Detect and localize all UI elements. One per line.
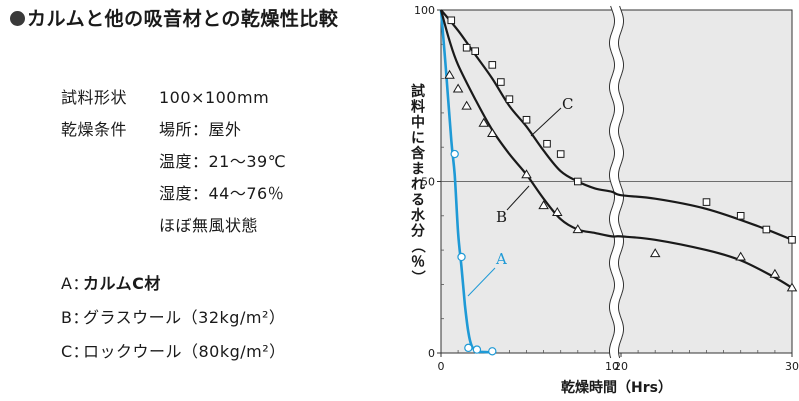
legend-key: B：: [61, 308, 89, 327]
series-label-b: B: [496, 208, 507, 226]
y-axis-title-char: ％: [411, 255, 425, 271]
data-point-b: [444, 69, 455, 79]
condition-value: 100×100mm: [159, 88, 270, 107]
axis-break-gap: [609, 6, 624, 358]
series-line-c: [440, 9, 793, 241]
y-axis-title-char: ま: [411, 162, 425, 178]
legend-text: グラスウール（32kg/m²）: [83, 308, 286, 327]
data-point-c: [762, 225, 771, 234]
data-point-b: [478, 117, 490, 127]
data-point-b: [521, 169, 532, 179]
condition-row: 温度：21〜39℃: [61, 148, 286, 172]
y-axis-title-char: 試: [411, 83, 425, 100]
y-tick-label: 0: [428, 347, 435, 360]
data-point-b: [552, 206, 563, 216]
data-point-a: [488, 347, 497, 356]
data-point-c: [471, 47, 479, 55]
data-point-a: [457, 252, 466, 262]
data-point-b: [452, 83, 464, 93]
data-point-b: [786, 282, 798, 292]
legend-item-b: B：グラスウール（32kg/m²）: [61, 304, 285, 328]
series-label-b-leader: [506, 185, 530, 211]
y-tick-label: 100: [414, 4, 435, 17]
x-tick-label: 30: [785, 360, 799, 373]
data-point-a: [450, 149, 459, 159]
y-axis-title-char: 分: [411, 224, 425, 240]
y-axis-title-char: 中: [411, 114, 425, 131]
data-point-c: [462, 43, 471, 52]
data-point-c: [788, 236, 796, 244]
data-point-b: [649, 248, 661, 258]
series-label-c: C: [562, 95, 573, 113]
condition-label: 試料形状: [61, 88, 128, 107]
data-point-c: [522, 115, 531, 124]
legend-key: A：: [61, 274, 89, 293]
y-axis-title-char: ）: [409, 270, 425, 284]
condition-value: 温度：21〜39℃: [159, 152, 287, 171]
x-tick-label: 10: [605, 360, 619, 373]
axis-break-right-wave: [618, 5, 624, 359]
condition-value: 湿度：44〜76％: [159, 184, 285, 203]
legend-item-a: A：カルムC材: [61, 270, 161, 294]
condition-value: ほぼ無風状態: [159, 216, 259, 235]
x-axis-title: 乾燥時間（Hrs）: [561, 379, 672, 396]
series-line-b: [439, 9, 793, 289]
bullet-icon: [10, 11, 25, 26]
data-point-b: [487, 128, 498, 138]
y-tick-label: 50: [421, 176, 435, 189]
condition-row: 湿度：44〜76％: [61, 180, 284, 204]
data-point-b: [572, 224, 584, 234]
data-point-c: [447, 16, 456, 25]
legend-text: ロックウール（80kg/m²）: [83, 342, 286, 361]
data-point-a: [464, 343, 473, 353]
condition-value: 場所：屋外: [159, 120, 242, 139]
series-label-a-leader: [467, 267, 496, 297]
condition-label: 乾燥条件: [61, 120, 128, 139]
data-point-c: [497, 78, 505, 86]
y-axis-title-char: 含: [411, 145, 426, 162]
condition-row: ほぼ無風状態: [61, 212, 258, 236]
legend-text: カルムC材: [83, 274, 161, 293]
data-point-b: [735, 251, 746, 261]
y-axis-title-char: る: [411, 193, 425, 209]
x-tick-label: 20: [614, 360, 628, 373]
condition-row: 乾燥条件 場所：屋外: [61, 116, 242, 140]
y-axis-title-char: （: [409, 239, 425, 253]
data-point-c: [736, 212, 745, 220]
data-point-c: [488, 61, 497, 69]
x-tick-label: 0: [438, 360, 445, 373]
series-label-a: A: [495, 250, 507, 268]
data-point-c: [702, 198, 711, 206]
condition-row: 試料形状 100×100mm: [61, 84, 269, 108]
data-point-b: [461, 100, 472, 110]
y-axis-title-char: れ: [411, 177, 425, 193]
data-point-b: [769, 268, 781, 278]
legend-item-c: C：ロックウール（80kg/m²）: [61, 338, 286, 362]
axis-break-left-wave: [609, 5, 615, 359]
data-point-c: [556, 150, 565, 158]
data-point-c: [505, 95, 514, 103]
y-axis-title-char: 料: [411, 99, 425, 116]
data-point-c: [543, 139, 551, 148]
y-axis-title-char: 水: [411, 207, 426, 224]
data-point-b: [538, 200, 549, 210]
data-point-c: [574, 177, 582, 186]
series-label-c-leader: [530, 107, 562, 137]
page-title: カルムと他の吸音材との乾燥性比較: [10, 4, 338, 31]
y-axis-title-char: に: [411, 131, 425, 147]
page-title-text: カルムと他の吸音材との乾燥性比較: [27, 8, 339, 30]
data-point-a: [472, 345, 482, 354]
legend-key: C：: [61, 342, 90, 361]
